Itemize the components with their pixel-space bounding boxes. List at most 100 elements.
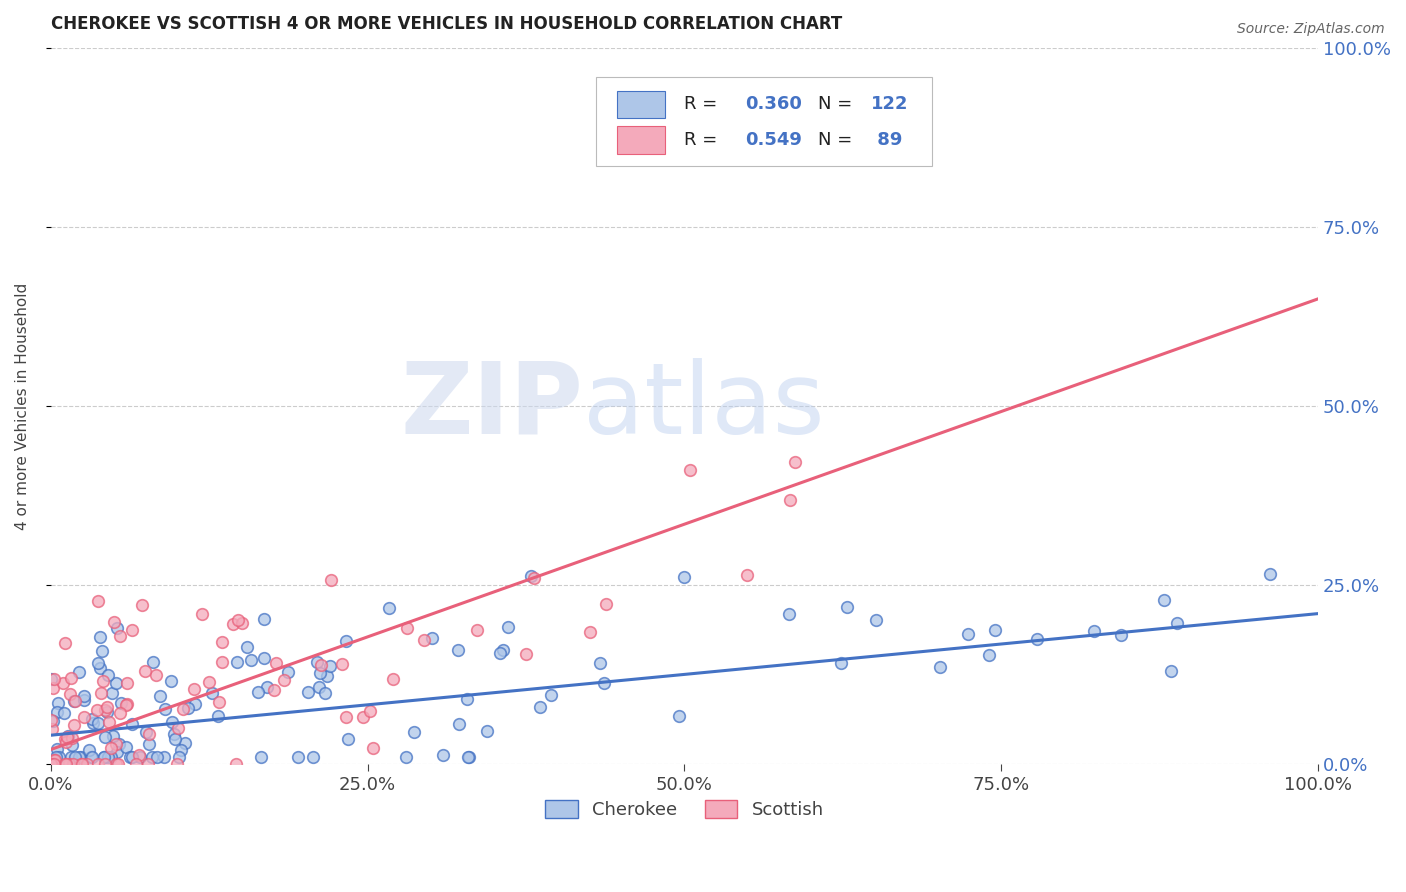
Point [52,676,75,690]
Point [142,655,165,669]
Point [89,630,111,644]
Point [39,672,62,686]
Point [91,674,114,689]
Point [456,691,478,706]
Point [80,749,103,764]
Point [44,753,66,767]
Point [63,694,86,708]
Point [579,624,602,639]
Point [865,614,887,628]
Point [87,594,110,608]
Point [59,671,82,685]
Point [128,748,150,763]
Point [101,686,124,700]
Point [79,743,101,757]
Point [352,710,374,724]
FancyBboxPatch shape [596,77,932,167]
Point [337,731,360,746]
Point [96,705,118,719]
Point [529,700,551,714]
Point [46,696,69,710]
Point [449,717,471,731]
Point [159,673,181,688]
Point [42,753,65,767]
Point [830,656,852,670]
Point [172,702,194,716]
Point [236,640,259,654]
Point [56,731,79,745]
Point [110,696,132,710]
Point [1166,616,1188,631]
Point [413,633,436,648]
Point [491,643,513,657]
Point [104,737,127,751]
Point [477,723,499,738]
Point [136,756,159,771]
Point [115,698,138,712]
Point [60,749,83,764]
Text: Source: ZipAtlas.com: Source: ZipAtlas.com [1237,22,1385,37]
Point [100,749,122,764]
Text: CHEROKEE VS SCOTTISH 4 OR MORE VEHICLES IN HOUSEHOLD CORRELATION CHART: CHEROKEE VS SCOTTISH 4 OR MORE VEHICLES … [51,15,842,33]
Point [359,704,381,718]
Point [62,731,84,745]
Point [105,621,128,635]
Point [679,463,702,477]
Point [87,715,110,730]
Point [59,687,82,701]
Point [929,660,952,674]
Point [253,612,276,626]
Point [252,651,274,665]
Point [201,686,224,700]
Text: ZIP: ZIP [401,358,583,455]
Point [121,716,143,731]
Y-axis label: 4 or more Vehicles in Household: 4 or more Vehicles in Household [15,283,30,530]
Point [395,621,418,635]
Point [121,623,143,637]
Point [184,697,207,711]
Point [207,708,229,723]
Point [395,749,418,764]
Point [89,661,111,675]
Point [457,749,479,764]
Point [134,665,156,679]
Point [1153,593,1175,607]
Point [783,455,806,469]
Point [60,739,83,753]
Point [197,675,219,690]
Point [540,688,562,702]
Point [101,729,124,743]
Point [97,749,120,764]
Point [82,715,104,730]
Point [63,694,86,708]
Point [465,623,488,637]
Point [977,648,1000,662]
Point [70,756,93,771]
Point [129,749,152,764]
Point [335,710,357,724]
Point [87,756,110,771]
Point [45,749,67,764]
Point [53,732,76,747]
Point [176,701,198,715]
Point [44,756,66,771]
Point [107,756,129,771]
Point [63,749,86,764]
Point [225,655,247,669]
Point [141,749,163,764]
Point [91,644,114,658]
Point [45,742,67,756]
Point [592,676,614,690]
Point [58,756,80,771]
Point [44,672,66,686]
Point [63,718,86,732]
Point [80,749,103,764]
Point [70,749,93,764]
Point [115,739,138,754]
Point [58,729,80,743]
Point [162,715,184,730]
Point [174,736,197,750]
Point [735,568,758,582]
Point [778,607,800,621]
Point [100,740,122,755]
